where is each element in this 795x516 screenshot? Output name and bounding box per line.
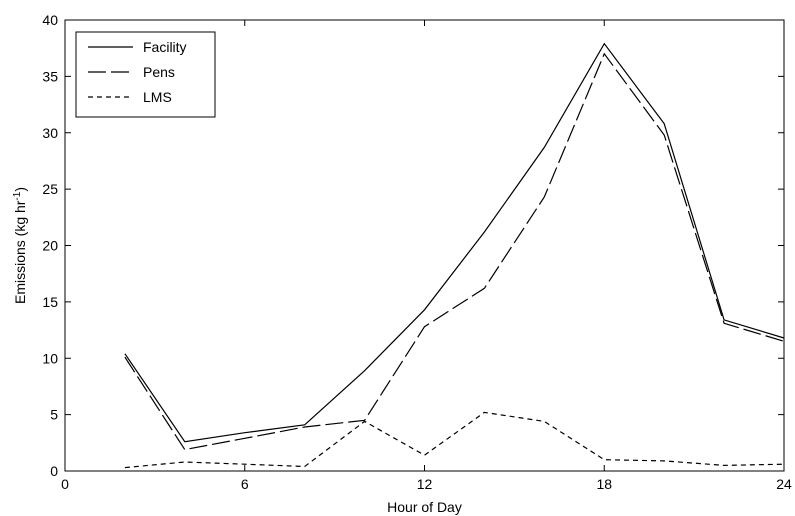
x-axis-label: Hour of Day — [387, 499, 462, 515]
y-tick-label: 35 — [42, 68, 58, 84]
y-axis-label-close: ) — [12, 187, 28, 192]
legend-box — [75, 31, 216, 118]
y-tick-label: 5 — [50, 407, 58, 423]
y-tick-label: 20 — [42, 238, 58, 254]
x-tick-label: 6 — [241, 476, 249, 492]
y-tick-label: 0 — [50, 463, 58, 479]
y-tick-label: 15 — [42, 294, 58, 310]
x-tick-label: 18 — [596, 476, 612, 492]
series-line-pens — [124, 52, 785, 451]
x-tick-label: 0 — [61, 476, 69, 492]
legend-label-lms: LMS — [143, 89, 172, 105]
series-lines — [124, 42, 785, 469]
x-tick-label: 24 — [776, 476, 792, 492]
y-axis-label-sup: -1 — [12, 191, 23, 200]
series-line-lms — [124, 411, 785, 469]
y-axis-label-main: Emissions (kg hr — [12, 200, 28, 304]
legend-label-pens: Pens — [143, 64, 175, 80]
y-axis-label: Emissions (kg hr-1) — [12, 187, 29, 304]
y-tick-label: 30 — [42, 125, 58, 141]
legend-label-facility: Facility — [143, 39, 187, 55]
y-tick-label: 25 — [42, 181, 58, 197]
legend: Facility Pens LMS — [75, 31, 216, 118]
series-line-facility — [124, 42, 785, 443]
axis-ticks: 0 6 12 18 24 0 5 10 15 20 25 30 35 40 — [42, 12, 792, 492]
y-tick-label: 10 — [42, 350, 58, 366]
y-tick-label: 40 — [42, 12, 58, 28]
x-tick-label: 12 — [417, 476, 433, 492]
